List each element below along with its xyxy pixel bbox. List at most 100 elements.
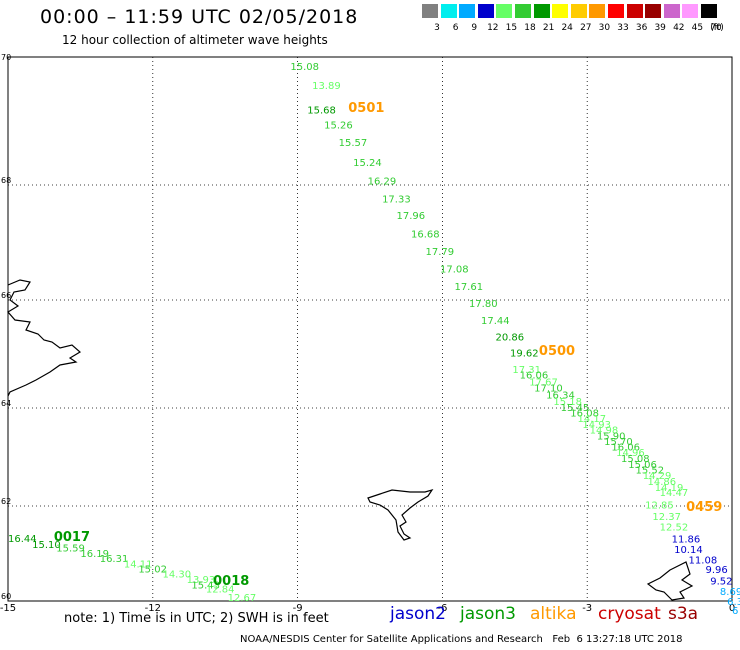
legend-swatch (570, 4, 587, 18)
wave-height-label: 13.93 (187, 575, 216, 586)
wave-height-label: 15.68 (307, 105, 336, 116)
legend-tick-label: 36 (635, 23, 648, 33)
time-label: 0018 (213, 574, 249, 589)
time-label: 0017 (54, 530, 90, 545)
page-title: 00:00 – 11:59 UTC 02/05/2018 (40, 6, 359, 28)
x-tick-label: -6 (437, 603, 447, 614)
legend-tick-label: 39 (654, 23, 666, 33)
wave-height-label: 16.44 (8, 534, 37, 545)
wave-height-label: 16.06 (611, 443, 640, 454)
legend-tick-label: 9 (471, 23, 478, 33)
credit-line: NOAA/NESDIS Center for Satellite Applica… (240, 634, 683, 645)
axes: -15 -12 -9 -6 -3 0 60 62 64 66 68 70 (0, 53, 735, 614)
wave-height-label: 15.57 (339, 138, 368, 149)
wave-height-label: 8.69 (720, 587, 740, 598)
legend-swatch (496, 4, 513, 18)
legend-tick-label: 33 (617, 23, 629, 33)
y-tick-label: 66 (1, 291, 11, 300)
x-tick-label: -12 (145, 603, 161, 614)
legend-tick-label: 27 (580, 23, 592, 33)
legend-unit: (ft) (710, 23, 724, 33)
legend-swatch (552, 4, 569, 18)
legend-tick-label: 21 (542, 23, 555, 33)
wave-height-label: 16.34 (546, 390, 575, 401)
y-tick-label: 60 (1, 592, 11, 601)
y-tick-label: 70 (1, 53, 11, 62)
time-label: 0501 (348, 101, 384, 116)
wave-height-label: 15.24 (353, 158, 382, 169)
data-marks: 15.08 13.89 15.68 15.26 15.57 15.24 16.29 17.33… (8, 62, 740, 617)
coastline (7, 279, 694, 601)
legend-tick-label: 24 (561, 23, 573, 33)
x-tick-label: -9 (293, 603, 303, 614)
coastline-iceland (7, 279, 82, 397)
legend-swatch (608, 4, 624, 18)
wave-height-label: 6.3 (727, 597, 740, 608)
wave-height-label: 19.62 (510, 349, 539, 360)
wave-height-label: 6 (732, 606, 738, 617)
wave-height-label: 15.06 (628, 460, 657, 471)
x-tick-label: -15 (0, 603, 16, 614)
time-labels: 0501 0500 0459 0017 0018 (54, 101, 722, 589)
wave-height-label: 17.67 (529, 377, 558, 388)
legend-tick-label: 3 (434, 23, 440, 33)
wave-height-label: 17.61 (454, 282, 483, 293)
time-label: 0459 (686, 500, 722, 515)
legend-tick-label: 42 (673, 23, 685, 33)
legend-swatch (663, 4, 680, 18)
wave-height-label: 14.19 (655, 483, 684, 494)
y-tick-label: 64 (1, 399, 11, 408)
legend-swatch (533, 4, 550, 18)
legend-swatch (645, 4, 662, 18)
legend-tick-label: 70 (710, 23, 722, 33)
wave-height-label: 15.02 (138, 565, 167, 576)
wave-height-label: 15.18 (553, 397, 582, 408)
legend-swatch (459, 4, 476, 18)
legend-tick-label: 6 (452, 23, 459, 33)
wave-height-label: 17.96 (397, 211, 426, 222)
wave-height-label: 16.29 (368, 176, 397, 187)
wave-height-label: 12.84 (206, 584, 235, 595)
y-tick-label: 68 (1, 176, 11, 185)
wave-height-label: 16.06 (520, 370, 549, 381)
page-subtitle: 12 hour collection of altimeter wave hei… (62, 33, 328, 47)
wave-height-label: 14.96 (616, 448, 645, 459)
wave-height-label: 12.67 (228, 593, 257, 604)
satellite-s3a: s3a (668, 604, 699, 624)
legend-tick-label: 30 (598, 23, 611, 33)
wave-height-label: 15.90 (597, 431, 626, 442)
wave-height-label: 10.14 (674, 545, 703, 556)
wave-height-label: 14.17 (578, 414, 607, 425)
legend-swatch (440, 4, 457, 18)
wave-height-label: 15.45 (561, 403, 590, 414)
wave-height-label: 16.19 (80, 549, 109, 560)
wave-height-label: 16.31 (100, 554, 129, 565)
coastline-shetland (646, 561, 694, 601)
grid (8, 57, 732, 601)
wave-height-label: 15.43 (191, 581, 220, 592)
wave-height-label: 17.08 (440, 264, 469, 275)
legend-swatch (477, 4, 494, 18)
satellite-cryosat: cryosat (598, 604, 661, 624)
wave-height-label: 15.08 (621, 454, 650, 465)
wave-height-label: 11.08 (689, 555, 718, 566)
wave-height-label: 17.10 (534, 383, 563, 394)
satellite-jason3: jason3 (460, 604, 516, 624)
wave-height-label: 17.31 (512, 365, 541, 376)
wave-height-label: 14.29 (643, 471, 672, 482)
legend-tick-label: 18 (524, 23, 536, 33)
wave-height-label: 12.52 (660, 523, 689, 534)
wave-height-label: 14.93 (582, 420, 611, 431)
wave-height-label: 20.86 (495, 333, 524, 344)
wave-height-label: 15.08 (290, 62, 319, 73)
legend-swatch (701, 4, 717, 18)
wave-height-label: 12.85 (645, 500, 674, 511)
wave-height-label: 16.08 (570, 408, 599, 419)
wave-height-label: 17.44 (481, 316, 510, 327)
wave-height-label: 17.79 (426, 247, 455, 258)
legend-swatch (682, 4, 699, 18)
legend-swatch (422, 4, 438, 18)
wave-height-label: 16.68 (411, 229, 440, 240)
wave-height-label: 15.70 (604, 437, 633, 448)
